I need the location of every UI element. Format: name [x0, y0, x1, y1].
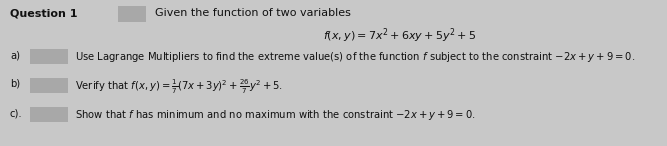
Text: Use Lagrange Multipliers to find the extreme value(s) of the function $f$ subjec: Use Lagrange Multipliers to find the ext… [75, 50, 635, 64]
Text: $f(x, y) = 7x^2+6xy+5y^2+5$: $f(x, y) = 7x^2+6xy+5y^2+5$ [323, 26, 477, 45]
FancyBboxPatch shape [30, 78, 68, 93]
Text: Verify that $f(x, y) = \frac{1}{7}(7x+3y)^2+\frac{26}{7}y^2+5$.: Verify that $f(x, y) = \frac{1}{7}(7x+3y… [75, 78, 283, 96]
Text: Show that $f$ has minimum and no maximum with the constraint $-2x+y+9=0$.: Show that $f$ has minimum and no maximum… [75, 108, 476, 122]
Text: Question 1: Question 1 [10, 8, 77, 18]
Text: Given the function of two variables: Given the function of two variables [155, 8, 351, 18]
FancyBboxPatch shape [118, 6, 146, 22]
Text: c).: c). [10, 108, 23, 118]
Text: b): b) [10, 78, 20, 88]
Text: a): a) [10, 50, 20, 60]
FancyBboxPatch shape [30, 107, 68, 122]
FancyBboxPatch shape [30, 49, 68, 64]
